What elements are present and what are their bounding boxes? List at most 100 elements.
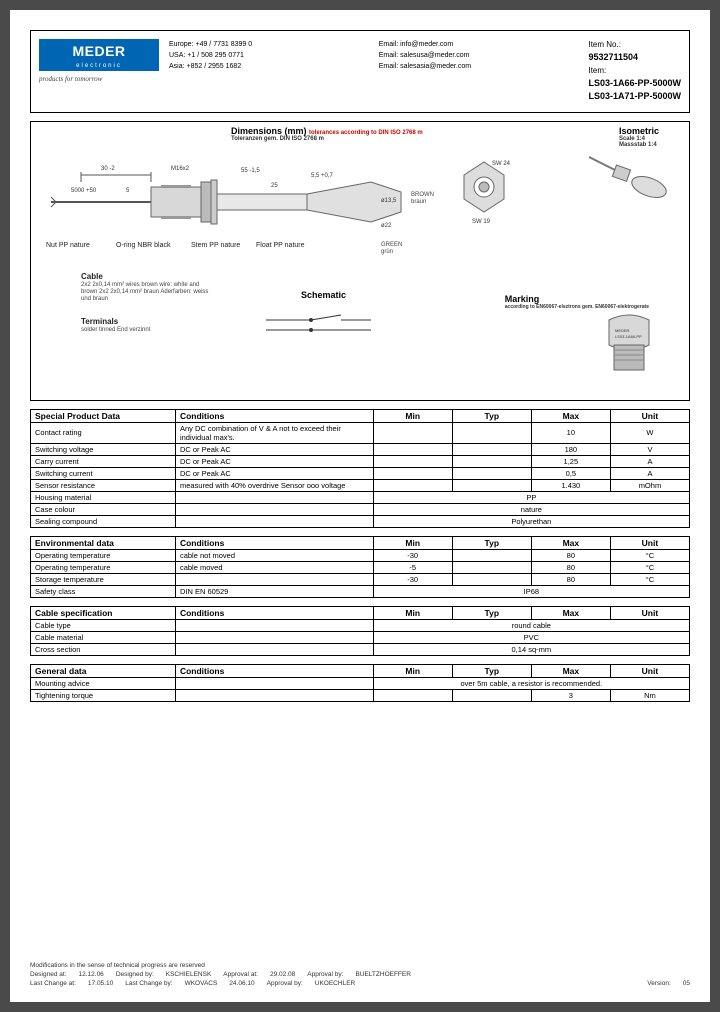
dimensions-title: Dimensions (mm) tolerances according to …: [231, 126, 423, 142]
designed-at-label: Designed at:: [30, 971, 67, 978]
table-row: Operating temperaturecable moved-580°C: [31, 561, 690, 573]
table-cell: [452, 549, 531, 561]
terminals-note: solder tinned End verzinnt: [81, 327, 150, 334]
table-cell: [175, 677, 373, 689]
asia-phone: +852 / 2955 1682: [187, 63, 242, 70]
table-cell: °C: [610, 561, 689, 573]
table-cell: [373, 455, 452, 467]
asia-label: Asia:: [169, 63, 185, 70]
table-cell: [175, 631, 373, 643]
table-cell: cable not moved: [175, 549, 373, 561]
svg-text:30 -2: 30 -2: [101, 166, 115, 172]
svg-text:LS03-1A66-PP: LS03-1A66-PP: [615, 334, 642, 339]
table-cell: Operating temperature: [31, 561, 176, 573]
table-row: Case colournature: [31, 503, 690, 515]
table-header: Max: [531, 606, 610, 619]
general-table: General dataConditionsMinTypMaxUnitMount…: [30, 664, 690, 702]
table-cell: Polyurethan: [373, 515, 689, 527]
svg-text:ø13,5: ø13,5: [381, 198, 397, 204]
usa-email: Email: salesusa@meder.com: [379, 50, 579, 61]
table-cell: 80: [531, 573, 610, 585]
label-float: Float PP nature: [256, 242, 305, 249]
marking-drawing-icon: MEDER LS03-1A66-PP: [589, 310, 669, 390]
table-cell: Cross section: [31, 643, 176, 655]
designed-by-label: Designed by:: [116, 971, 154, 978]
table-cell: round cable: [373, 619, 689, 631]
dimensions-note: Toleranzen gem. DIN ISO 2768 m: [231, 136, 423, 142]
table-row: Cross section0,14 sq-mm: [31, 643, 690, 655]
table-header: Conditions: [175, 536, 373, 549]
email-column: Email: info@meder.com Email: salesusa@me…: [379, 39, 579, 104]
table-cell: A: [610, 467, 689, 479]
table-cell: Safety class: [31, 585, 176, 597]
table-row: Operating temperaturecable not moved-308…: [31, 549, 690, 561]
version-label: Version:: [647, 980, 671, 987]
table-header: Typ: [452, 536, 531, 549]
schematic-title: Schematic: [301, 290, 346, 300]
last-change-at: 17.05.10: [88, 980, 113, 987]
item-column: Item No.: 9532711504 Item: LS03-1A66-PP-…: [588, 39, 681, 104]
table-row: Cable materialPVC: [31, 631, 690, 643]
table-cell: [373, 443, 452, 455]
table-header: Min: [373, 536, 452, 549]
table-cell: [175, 491, 373, 503]
table-row: Mounting adviceover 5m cable, a resistor…: [31, 677, 690, 689]
table-cell: Sensor resistance: [31, 479, 176, 491]
item-no-label: Item No.:: [588, 39, 681, 51]
asia-email: Email: salesasia@meder.com: [379, 61, 579, 72]
table-cell: [175, 619, 373, 631]
table-cell: -5: [373, 561, 452, 573]
table-cell: 1.430: [531, 479, 610, 491]
cable-note: 2x2 2x0,14 mm² wires brown wire: white a…: [81, 282, 211, 304]
tagline: products for tomorrow: [39, 75, 159, 83]
table-cell: V: [610, 443, 689, 455]
table-row: Safety classDIN EN 60529IP68: [31, 585, 690, 597]
table-cell: A: [610, 455, 689, 467]
table-row: Storage temperature-3080°C: [31, 573, 690, 585]
dimensions-red: tolerances according to DIN ISO 2768 m: [309, 130, 423, 136]
svg-text:ø22: ø22: [381, 223, 392, 229]
europe-phone: +49 / 7731 8399 0: [195, 41, 252, 48]
table-header: Max: [531, 664, 610, 677]
svg-text:5,5 +0,7: 5,5 +0,7: [311, 173, 334, 179]
table-cell: °C: [610, 573, 689, 585]
item-label: Item:: [588, 65, 681, 77]
europe-email: Email: info@meder.com: [379, 39, 579, 50]
last-change-at-label: Last Change at:: [30, 980, 76, 987]
table-cell: -30: [373, 573, 452, 585]
designed-by: KSCHIELENSK: [166, 971, 212, 978]
table-cell: W: [610, 422, 689, 443]
table-header: General data: [31, 664, 176, 677]
table-header: Typ: [452, 664, 531, 677]
table-cell: Nm: [610, 689, 689, 701]
table-cell: Tightening torque: [31, 689, 176, 701]
table-row: Cable type round cable: [31, 619, 690, 631]
marking-title: Marking according to EN60067-elsztrons g…: [505, 294, 649, 310]
table-cell: [452, 455, 531, 467]
table-header: Unit: [610, 536, 689, 549]
table-cell: Operating temperature: [31, 549, 176, 561]
version: 05: [683, 980, 690, 987]
table-cell: [175, 503, 373, 515]
table-cell: DC or Peak AC: [175, 443, 373, 455]
table-cell: [452, 689, 531, 701]
item-name1: LS03-1A66-PP-5000W: [588, 77, 681, 91]
sensor-drawing-icon: 5000 +50 30 -2 5 M16x2 55 -1,5 25 5,5 +0…: [41, 152, 421, 252]
dim-5000: 5000 +50: [71, 188, 97, 194]
table-cell: Cable type: [31, 619, 176, 631]
usa-phone: +1 / 508 295 0771: [187, 52, 244, 59]
table-cell: measured with 40% overdrive Sensor ooo v…: [175, 479, 373, 491]
table-row: Carry currentDC or Peak AC1,25A: [31, 455, 690, 467]
table-cell: 80: [531, 549, 610, 561]
table-header: Min: [373, 664, 452, 677]
table-cell: Carry current: [31, 455, 176, 467]
label-green: GREENgrün: [381, 242, 402, 256]
table-cell: [373, 422, 452, 443]
table-cell: Cable material: [31, 631, 176, 643]
header-box: MEDER electronic products for tomorrow E…: [30, 30, 690, 113]
table-cell: DC or Peak AC: [175, 467, 373, 479]
footer: Modifications in the sense of technical …: [30, 962, 690, 987]
label-oring: O-ring NBR black: [116, 242, 170, 249]
table-header: Special Product Data: [31, 409, 176, 422]
table-cell: [373, 467, 452, 479]
